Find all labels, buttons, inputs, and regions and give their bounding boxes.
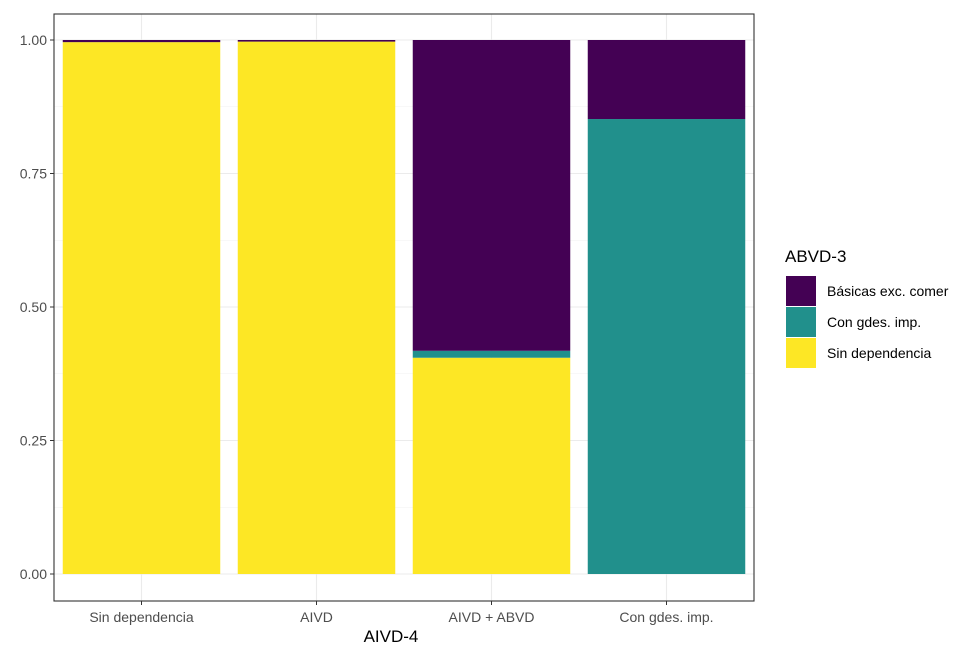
bar-segment: [62, 40, 221, 43]
bar-segment: [237, 41, 396, 575]
legend: ABVD-3 Básicas exc. comer Con gdes. imp. S…: [785, 247, 949, 368]
y-tick-label: 0.75: [20, 166, 47, 182]
y-tick-label: 0.25: [20, 433, 47, 449]
bar-segment: [587, 119, 746, 575]
legend-label: Con gdes. imp.: [827, 314, 921, 330]
x-tick-label: AIVD + ABVD: [449, 609, 535, 625]
axes-layer: 0.00 0.25 0.50 0.75 1.00 Sin dependencia AIVD A…: [20, 13, 755, 625]
legend-key: [786, 276, 816, 306]
y-tick-label: 0.00: [20, 566, 47, 582]
bar-segment: [412, 357, 571, 574]
legend-key: [786, 338, 816, 368]
legend-label: Básicas exc. comer: [827, 283, 949, 299]
bar-segment: [237, 40, 396, 42]
legend-key: [786, 307, 816, 337]
bar-segment: [412, 40, 571, 351]
x-tick-label: AIVD: [300, 609, 333, 625]
legend-items: Básicas exc. comer Con gdes. imp. Sin depe…: [786, 276, 949, 368]
bar-segment: [62, 42, 221, 575]
bars-layer: [62, 40, 746, 575]
y-tick-label: 0.50: [20, 299, 47, 315]
x-axis-title: AIVD-4: [364, 627, 419, 645]
panel-border: [53, 13, 755, 602]
bar-segment: [587, 40, 746, 120]
legend-label: Sin dependencia: [827, 345, 932, 361]
bar-segment: [412, 350, 571, 358]
y-tick-label: 1.00: [20, 32, 47, 48]
x-tick-label: Sin dependencia: [89, 609, 194, 625]
x-tick-label: Con gdes. imp.: [619, 609, 713, 625]
legend-title: ABVD-3: [785, 247, 846, 266]
